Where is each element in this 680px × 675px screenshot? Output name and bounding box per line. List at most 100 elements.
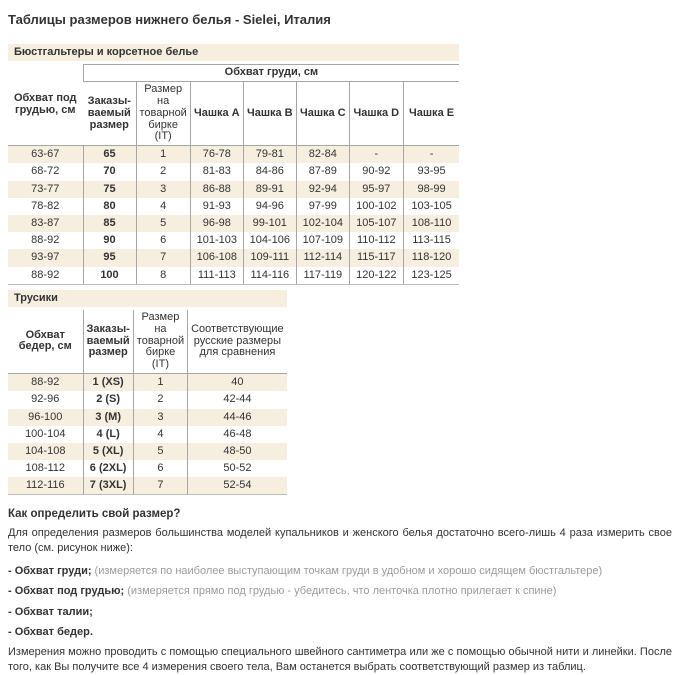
table-cell: 102-104 <box>295 215 350 233</box>
bras-section: Бюстгальтеры и корсетное белье Обхват по… <box>8 44 460 285</box>
table-cell: 4 (L) <box>82 425 134 443</box>
table-row: 78-82 80 4 91-93 94-96 97-99 100-102 103-105 <box>8 197 460 215</box>
table-cell: 87-89 <box>295 163 350 181</box>
table-cell: 107-109 <box>295 232 350 250</box>
table-cell: 110-112 <box>348 232 404 250</box>
panties-header-row: Обхват бедер, см Заказы-ваемый размер Разм… <box>8 309 287 375</box>
table-cell: 95 <box>82 249 136 267</box>
table-cell: 100-104 <box>25 427 66 440</box>
panties-table-body: 88-92 1 (XS) 1 40 92-96 2 (S) 2 42-44 96-100 3 (M… <box>8 373 287 496</box>
table-cell: 3 <box>132 408 188 426</box>
table-cell: 96-100 <box>28 410 63 423</box>
table-cell: 2 <box>135 163 191 181</box>
table-cell: 101-103 <box>189 232 244 250</box>
column-header: Чашка B <box>242 81 297 147</box>
how-to-heading: Как определить свой размер? <box>8 508 181 521</box>
measurement-note: (измеряется по наиболее выступающим точк… <box>91 565 603 578</box>
table-cell: 7 <box>132 477 188 496</box>
measurement-item: - Обхват талии; <box>8 605 672 619</box>
table-cell: 5 (XL) <box>82 442 134 461</box>
measurement-label: - Обхват груди; <box>8 565 92 578</box>
table-cell: 52-54 <box>187 477 287 496</box>
table-cell: 108-112 <box>25 462 66 475</box>
table-cell: 108-110 <box>402 215 460 233</box>
table-cell: - <box>402 145 460 164</box>
table-cell: 46-48 <box>187 425 287 443</box>
table-cell: 86-88 <box>189 180 244 198</box>
table-cell: 8 <box>135 266 191 285</box>
table-cell: 106-108 <box>189 249 244 267</box>
table-cell: 95-97 <box>348 180 404 198</box>
table-cell: 93-97 <box>31 251 60 264</box>
table-row: 112-116 7 (3XL) 7 52-54 <box>8 477 287 496</box>
table-cell: 68-72 <box>31 165 60 178</box>
table-cell: 75 <box>82 180 136 198</box>
column-header: Обхват бедер, см <box>8 309 83 375</box>
table-cell: 88-92 <box>31 234 60 247</box>
table-cell: 48-50 <box>187 442 287 461</box>
measurement-item: - Обхват бедер. <box>8 625 672 639</box>
table-cell: 88-92 <box>31 376 60 389</box>
table-cell: 6 <box>132 460 188 478</box>
table-cell: 85 <box>82 215 136 233</box>
table-cell: 78-82 <box>31 199 60 212</box>
table-cell: 70 <box>82 163 136 181</box>
table-cell: 4 <box>135 197 191 215</box>
table-cell: 113-115 <box>402 232 460 250</box>
table-cell: 92-94 <box>295 180 350 198</box>
table-cell: 83-87 <box>31 217 60 229</box>
page-title: Таблицы размеров нижнего белья - Sielei,… <box>8 12 331 27</box>
table-cell: 94-96 <box>242 197 297 215</box>
table-cell: 104-108 <box>25 444 66 457</box>
table-row: 88-92 1 (XS) 1 40 <box>8 373 287 392</box>
table-cell: 109-111 <box>242 249 297 267</box>
table-cell: 103-105 <box>402 197 460 215</box>
how-to-intro: Для определения размеров большинства мод… <box>8 527 672 555</box>
table-cell: 118-120 <box>402 249 460 267</box>
how-to-section: Как определить свой размер? Для определе… <box>8 508 672 675</box>
table-row: 73-77 75 3 86-88 89-91 92-94 95-97 98-99 <box>8 180 460 198</box>
measurement-label: - Обхват под грудью; <box>8 585 125 598</box>
table-cell: 2 <box>132 391 188 409</box>
table-cell: 112-116 <box>8 477 83 496</box>
table-cell: 105-107 <box>348 215 404 233</box>
bras-section-header: Бюстгальтеры и корсетное белье <box>8 44 460 61</box>
table-row: 63-67 65 1 76-78 79-81 82-84- - <box>8 145 460 164</box>
column-header: Чашка C <box>295 81 350 147</box>
table-cell: 82-84 <box>295 145 350 164</box>
table-cell: 1 <box>132 373 188 392</box>
table-cell: 5 <box>135 215 191 233</box>
table-cell: 63-67 <box>31 148 60 161</box>
table-cell: 73-77 <box>31 182 60 195</box>
table-cell: 80 <box>82 197 136 215</box>
bras-table-body: 63-67 65 1 76-78 79-81 82-84- -68-72 70 2 81-83 8 4… <box>8 145 460 285</box>
table-cell: 42-44 <box>187 391 287 409</box>
table-cell: 79-81 <box>242 145 297 164</box>
table-cell: 92-96 <box>31 393 60 406</box>
bras-subheader-row: Заказы-ваемый размер Размер на товарной б… <box>8 81 460 147</box>
table-cell: 114-116 <box>242 266 297 285</box>
measurement-item: - Обхват груди; (измеряется по наиболее … <box>8 564 672 578</box>
table-cell: 98-99 <box>402 180 460 198</box>
table-row: 96-100 3 (M) 3 44-46 <box>8 408 287 426</box>
table-cell: 93-95 <box>402 163 460 181</box>
table-cell: 4 <box>132 425 188 443</box>
table-cell: 81-83 <box>189 163 244 181</box>
table-cell: 112-114 <box>295 249 350 267</box>
table-cell: 89-91 <box>242 180 297 198</box>
table-cell: 40 <box>187 373 287 392</box>
column-header: Чашка E <box>402 81 460 147</box>
table-row: 83-87 85 5 96-98 99-101 102-104 105-107 108-110 <box>8 215 460 233</box>
table-cell: - <box>348 145 404 164</box>
table-cell: 88-92 <box>8 266 83 285</box>
column-header: Заказы-ваемый размер <box>82 309 134 375</box>
panties-size-table: Обхват бедер, см Заказы-ваемый размер Разм… <box>8 309 287 496</box>
table-row: 108-112 6 (2XL) 6 50-52 <box>8 460 287 478</box>
table-cell: 111-113 <box>189 266 244 285</box>
bras-table-header: Обхват под грудью, см Обхват груди, см З… <box>8 64 460 147</box>
table-cell: 120-122 <box>348 266 404 285</box>
column-header: Размер на товарной бирке (IT) <box>132 309 188 375</box>
table-cell: 96-98 <box>189 215 244 233</box>
table-cell: 76-78 <box>189 145 244 164</box>
